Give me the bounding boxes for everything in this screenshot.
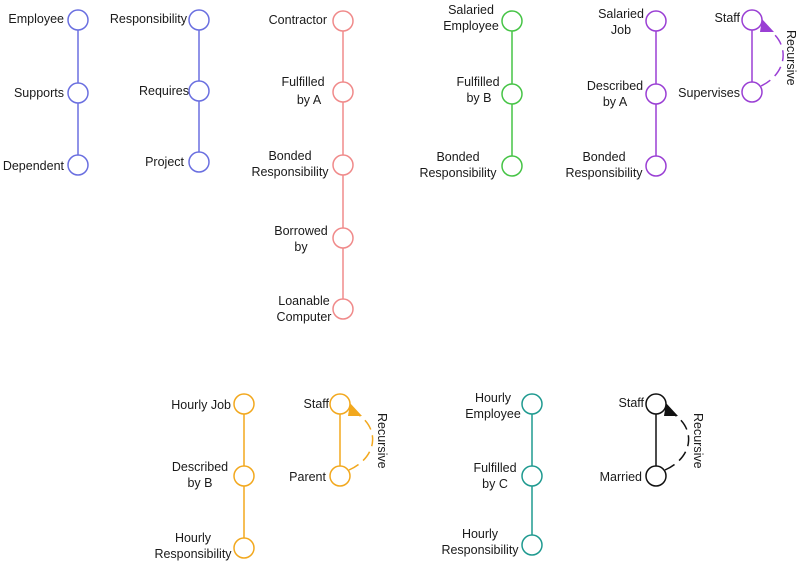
label-salaried-employee-line2: Employee — [443, 19, 499, 33]
arrowhead-icon — [664, 403, 678, 416]
recursive-arc-parent — [348, 410, 374, 471]
node-fulfilled-by-c[interactable] — [521, 465, 543, 487]
chain-salaried-employee — [501, 10, 523, 177]
node-dependent[interactable] — [67, 154, 89, 176]
label-responsibility: Responsibility — [110, 12, 188, 26]
chain-responsibility — [188, 9, 210, 173]
label-requires: Requires — [139, 84, 189, 98]
label-salaried-employee-line1: Salaried — [448, 3, 494, 17]
label-fulfilled-by-c-line1: Fulfilled — [473, 461, 516, 475]
label-bonded-responsibility-b-line2: Responsibility — [419, 166, 497, 180]
label-dependent: Dependent — [3, 159, 65, 173]
label-hourly-responsibility-b-line2: Responsibility — [441, 543, 519, 557]
node-borrowed-by[interactable] — [332, 227, 354, 249]
label-bonded-responsibility-b-line1: Bonded — [436, 150, 479, 164]
label-fulfilled-by-b-line2: by B — [466, 91, 491, 105]
label-described-by-b-line2: by B — [187, 476, 212, 490]
node-hourly-employee[interactable] — [521, 393, 543, 415]
label-supports: Supports — [14, 86, 64, 100]
recursive-arc-supervises — [760, 26, 784, 87]
label-employee: Employee — [8, 12, 64, 26]
arrowhead-icon — [348, 403, 362, 416]
node-fulfilled-by-b[interactable] — [501, 83, 523, 105]
label-described-by-a-line1: Described — [587, 79, 643, 93]
label-fulfilled-by-a-line2: by A — [297, 93, 322, 107]
label-staff-married: Staff — [619, 396, 645, 410]
chain-hourly-employee — [521, 393, 543, 556]
label-hourly-job: Hourly Job — [171, 398, 231, 412]
node-salaried-employee[interactable] — [501, 10, 523, 32]
node-bonded-responsibility-b[interactable] — [501, 155, 523, 177]
label-fulfilled-by-c-line2: by C — [482, 477, 508, 491]
label-hourly-employee-line2: Employee — [465, 407, 521, 421]
label-fulfilled-by-a-line1: Fulfilled — [281, 75, 324, 89]
label-bonded-responsibility-c-line1: Bonded — [582, 150, 625, 164]
label-hourly-responsibility-line1: Hourly — [175, 531, 212, 545]
node-bonded-responsibility-c[interactable] — [645, 155, 667, 177]
recursive-arc-married — [664, 410, 690, 471]
label-staff-supervises: Staff — [715, 11, 741, 25]
recursive-married — [645, 393, 690, 487]
label-bonded-responsibility-c-line2: Responsibility — [565, 166, 643, 180]
chain-contractor — [332, 10, 354, 320]
node-staff-parent[interactable] — [329, 393, 351, 415]
label-salaried-job-line2: Job — [611, 23, 631, 37]
node-described-by-a[interactable] — [645, 83, 667, 105]
node-hourly-responsibility[interactable] — [233, 537, 255, 559]
label-borrowed-by-line1: Borrowed — [274, 224, 328, 238]
node-salaried-job[interactable] — [645, 10, 667, 32]
chain-employee — [67, 9, 89, 176]
label-project: Project — [145, 155, 184, 169]
chain-salaried-job — [645, 10, 667, 177]
label-bonded-responsibility-line2: Responsibility — [251, 165, 329, 179]
node-hourly-responsibility-b[interactable] — [521, 534, 543, 556]
label-described-by-b-line1: Described — [172, 460, 228, 474]
label-borrowed-by-line2: by — [294, 240, 308, 254]
chain-hourly-job — [233, 393, 255, 559]
node-requires[interactable] — [188, 80, 210, 102]
label-supervises: Supervises — [678, 86, 740, 100]
node-supports[interactable] — [67, 82, 89, 104]
node-staff-supervises[interactable] — [741, 9, 763, 31]
label-bonded-responsibility-line1: Bonded — [268, 149, 311, 163]
node-responsibility[interactable] — [188, 9, 210, 31]
node-described-by-b[interactable] — [233, 465, 255, 487]
label-fulfilled-by-b-line1: Fulfilled — [456, 75, 499, 89]
label-recursive-supervises: Recursive — [784, 30, 798, 86]
label-married: Married — [600, 470, 642, 484]
label-described-by-a-line2: by A — [603, 95, 628, 109]
label-parent: Parent — [289, 470, 326, 484]
node-staff-married[interactable] — [645, 393, 667, 415]
node-parent[interactable] — [329, 465, 351, 487]
label-contractor: Contractor — [269, 13, 327, 27]
arrowhead-icon — [760, 19, 774, 32]
label-loanable-computer-line2: Computer — [277, 310, 332, 324]
node-employee[interactable] — [67, 9, 89, 31]
label-recursive-parent: Recursive — [375, 413, 389, 469]
node-supervises[interactable] — [741, 81, 763, 103]
node-contractor[interactable] — [332, 10, 354, 32]
node-hourly-job[interactable] — [233, 393, 255, 415]
label-hourly-employee-line1: Hourly — [475, 391, 512, 405]
recursive-parent — [329, 393, 374, 487]
node-loanable-computer[interactable] — [332, 298, 354, 320]
label-recursive-married: Recursive — [691, 413, 705, 469]
node-married[interactable] — [645, 465, 667, 487]
recursive-supervises — [741, 9, 784, 103]
label-hourly-responsibility-line2: Responsibility — [154, 547, 232, 561]
label-salaried-job-line1: Salaried — [598, 7, 644, 21]
label-staff-parent: Staff — [304, 397, 330, 411]
node-bonded-responsibility-a[interactable] — [332, 154, 354, 176]
node-fulfilled-by-a[interactable] — [332, 81, 354, 103]
label-loanable-computer-line1: Loanable — [278, 294, 329, 308]
label-hourly-responsibility-b-line1: Hourly — [462, 527, 499, 541]
node-project[interactable] — [188, 151, 210, 173]
